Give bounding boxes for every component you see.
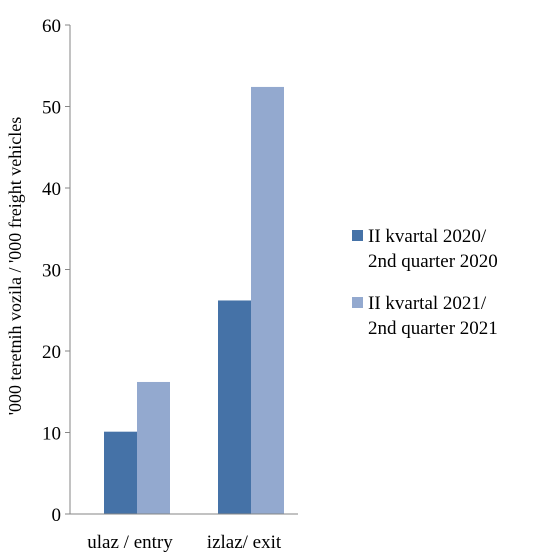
legend-swatch: [352, 297, 363, 308]
legend: II kvartal 2020/2nd quarter 2020 II kvart…: [352, 226, 498, 339]
bar-series1-2: [218, 300, 251, 514]
x-labels-group: ulaz / entry izlaz/ exit: [87, 532, 282, 553]
y-tick-label: 40: [42, 179, 61, 200]
bars-group: [104, 86, 284, 514]
legend-label: II kvartal 2020/: [368, 226, 487, 247]
y-tick-label: 50: [42, 98, 61, 119]
legend-swatch: [352, 230, 363, 241]
y-tick-label: 20: [42, 342, 61, 363]
bar-series1-1: [104, 431, 137, 514]
legend-label: 2nd quarter 2021: [368, 318, 498, 339]
y-axis-label: '000 teretnih vozila / '000 freight vehi…: [5, 117, 25, 415]
bar-series2-1: [137, 381, 170, 514]
legend-label: 2nd quarter 2020: [368, 251, 498, 272]
y-tick-label: 60: [42, 16, 61, 37]
bar-series2-2: [251, 86, 284, 514]
y-ticks-group: 0 10 20 30 40 50 60: [42, 16, 70, 526]
y-tick-label: 30: [42, 261, 61, 282]
x-category-label: ulaz / entry: [87, 532, 173, 553]
y-tick-label: 10: [42, 424, 61, 445]
legend-label: II kvartal 2021/: [368, 293, 487, 314]
x-category-label: izlaz/ exit: [207, 532, 282, 553]
y-tick-label: 0: [52, 505, 62, 526]
